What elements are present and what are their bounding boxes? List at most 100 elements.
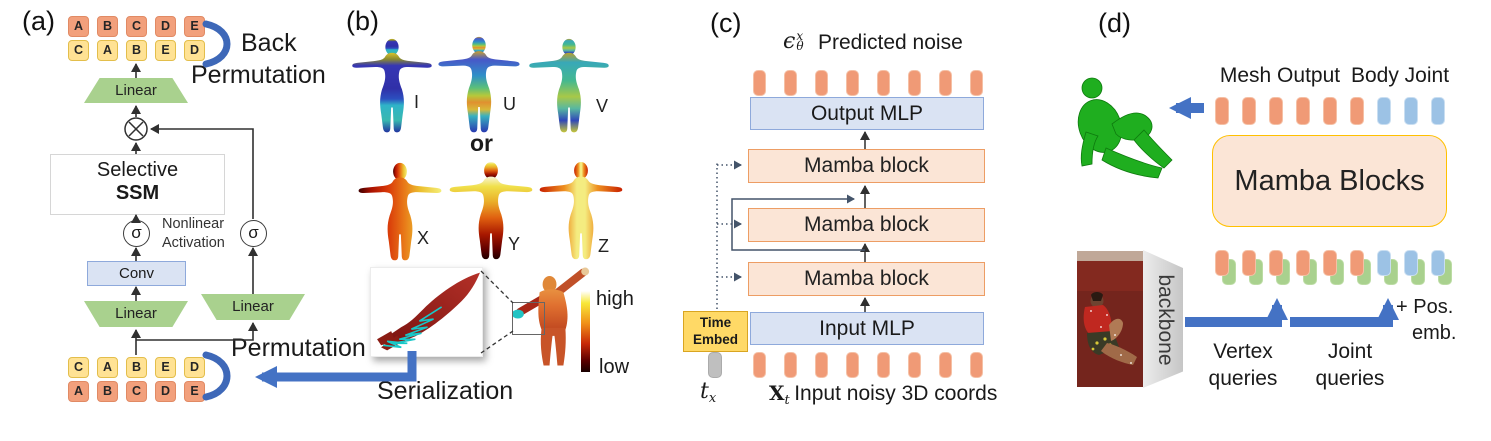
- input-caption-text: Input noisy 3D coords: [794, 382, 998, 405]
- token: D: [184, 357, 205, 378]
- token: [939, 70, 952, 96]
- token: [970, 352, 983, 378]
- panel-a-label: (a): [22, 6, 55, 36]
- token: C: [126, 16, 147, 37]
- ssm-title: Selective: [96, 159, 179, 181]
- colorbar-low-label: low: [599, 356, 630, 378]
- time-embed-dotted-lines: [716, 160, 742, 309]
- back-permutation-curve-icon: [202, 20, 231, 68]
- body-joint-label: Body Joint: [1350, 64, 1450, 87]
- vertex-queries-line: queries: [1208, 367, 1278, 390]
- body-figure-i: [352, 38, 432, 133]
- mamba-blocks-box: Mamba Blocks: [1212, 135, 1447, 227]
- t-subscript: x: [708, 391, 717, 406]
- selective-ssm-box: Selective SSM: [50, 154, 225, 215]
- zoom-region-box: [512, 302, 545, 335]
- token: D: [184, 40, 205, 61]
- input-photo: [1077, 251, 1143, 387]
- body-figure-z: [539, 161, 623, 260]
- posed-body-figure: [511, 267, 590, 366]
- x-subscript: t: [784, 393, 790, 408]
- token: [846, 70, 859, 96]
- body-figure-y: [449, 161, 533, 260]
- token: [784, 352, 797, 378]
- mesh-token: [1242, 97, 1256, 125]
- coord-label-z: Z: [598, 236, 609, 256]
- body-figure-u: [438, 36, 520, 133]
- token: A: [97, 40, 118, 61]
- timestep-symbol: tx: [700, 379, 716, 406]
- token: C: [68, 40, 89, 61]
- vertex-query-token: [1269, 250, 1283, 276]
- epsilon-symbol: ϵ: [783, 29, 796, 54]
- nonlinear-activation-label: Nonlinear: [162, 216, 225, 232]
- coord-label-x: X: [417, 228, 430, 248]
- token: [939, 352, 952, 378]
- mesh-token: [1323, 97, 1337, 125]
- token: [784, 70, 797, 96]
- input-caption: Xt Input noisy 3D coords: [769, 381, 997, 408]
- token: [908, 352, 921, 378]
- token: [877, 352, 890, 378]
- token: A: [68, 16, 89, 37]
- joint-queries-line: Joint: [1327, 340, 1373, 363]
- permutation-curve-icon: [202, 351, 231, 401]
- ssm-title-bold: SSM: [115, 182, 160, 204]
- mamba-block-box: Mamba block: [748, 208, 985, 242]
- time-embed-box: Time Embed: [683, 311, 748, 352]
- mesh-token: [1296, 97, 1310, 125]
- token: E: [184, 16, 205, 37]
- time-embed-label: Time: [699, 315, 732, 330]
- vertex-query-token: [1350, 250, 1364, 276]
- colorbar: [581, 291, 590, 372]
- time-embed-label: Embed: [692, 332, 738, 347]
- backbone-label: backbone: [1154, 274, 1177, 366]
- token: [970, 70, 983, 96]
- linear-projection-box: Linear: [201, 294, 305, 320]
- joint-token: [1404, 97, 1418, 125]
- joint-token: [1431, 97, 1445, 125]
- panel-b-label: (b): [346, 6, 379, 36]
- epsilon-subscript: θ: [796, 39, 804, 53]
- back-permutation-label: Back: [241, 29, 297, 57]
- token: A: [68, 381, 89, 402]
- predicted-noise-label: Predicted noise: [818, 31, 963, 54]
- colorbar-high-label: high: [596, 288, 634, 310]
- mesh-token: [1215, 97, 1229, 125]
- coord-label-y: Y: [508, 234, 521, 254]
- token: E: [184, 381, 205, 402]
- token: C: [126, 381, 147, 402]
- token: B: [126, 357, 147, 378]
- conv-box: Conv: [87, 261, 186, 286]
- panel-c-label: (c): [710, 8, 742, 38]
- token: D: [155, 16, 176, 37]
- vertex-query-token: [1242, 250, 1256, 276]
- token: E: [155, 357, 176, 378]
- token: B: [126, 40, 147, 61]
- token: [877, 70, 890, 96]
- linear-projection-box: Linear: [84, 301, 188, 327]
- joint-query-token: [1377, 250, 1391, 276]
- mesh-token: [1350, 97, 1364, 125]
- vertex-queries-line: Vertex: [1213, 340, 1273, 363]
- serialization-path-trace: [383, 306, 443, 349]
- mamba-block-box: Mamba block: [748, 149, 985, 183]
- token: C: [68, 357, 89, 378]
- backbone-trapezoid: [1143, 250, 1183, 388]
- vertex-query-token: [1323, 250, 1337, 276]
- token: D: [155, 381, 176, 402]
- mesh-output-label: Mesh Output: [1219, 64, 1341, 87]
- joint-queries-arrow: [1290, 298, 1399, 327]
- body-figure-v: [529, 38, 609, 133]
- nonlinear-activation-label: Activation: [162, 235, 225, 251]
- token: [753, 70, 766, 96]
- vertex-query-token: [1296, 250, 1310, 276]
- token: [846, 352, 859, 378]
- joint-queries-line: queries: [1315, 367, 1385, 390]
- map-label-v: V: [596, 96, 609, 116]
- map-label-u: U: [503, 94, 516, 114]
- mesh-token: [1269, 97, 1283, 125]
- joint-query-token: [1404, 250, 1418, 276]
